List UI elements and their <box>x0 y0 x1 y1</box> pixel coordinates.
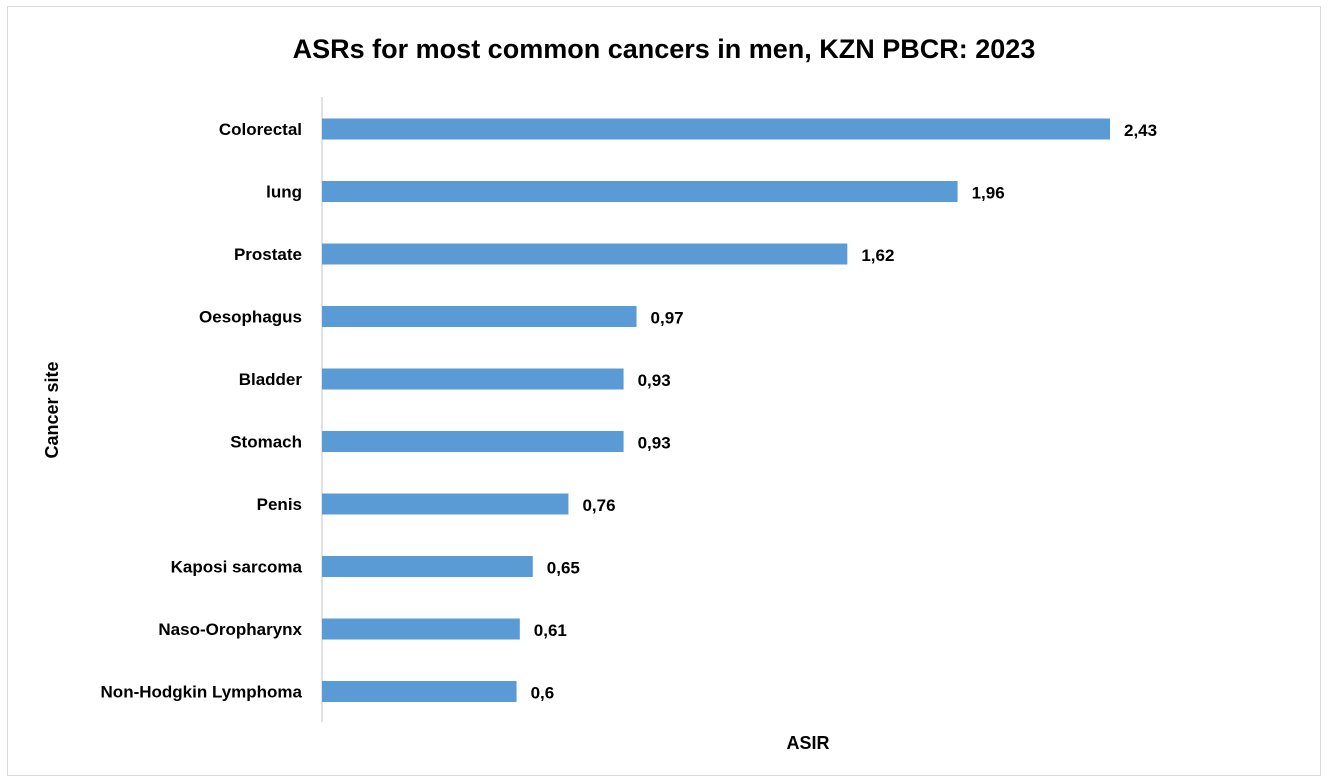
x-axis-title: ASIR <box>786 733 829 753</box>
value-label: 1,96 <box>972 184 1005 203</box>
category-label: lung <box>266 183 302 202</box>
value-label: 1,62 <box>861 246 894 265</box>
bar-bladder <box>322 368 624 390</box>
category-label: Bladder <box>239 370 303 389</box>
bar-lung <box>322 181 958 202</box>
bar-oesophagus <box>322 306 637 327</box>
bar-prostate <box>322 243 848 265</box>
category-label: Oesophagus <box>199 308 302 327</box>
value-label: 0,97 <box>651 309 684 328</box>
chart-title: ASRs for most common cancers in men, KZN… <box>293 34 1036 64</box>
category-label: Non-Hodgkin Lymphoma <box>101 683 303 702</box>
value-label: 0,93 <box>638 371 671 390</box>
category-label: Colorectal <box>219 120 302 139</box>
bar-non-hodgkin-lymphoma <box>322 681 517 702</box>
category-label: Naso-Oropharynx <box>158 620 302 639</box>
value-label: 0,93 <box>638 434 671 453</box>
bars-layer: Colorectal 2,43 lung 1,96 Prostate 1,62 Oesoph… <box>101 118 1157 703</box>
bar-colorectal <box>322 118 1110 140</box>
value-label: 0,65 <box>547 559 580 578</box>
bar-naso-oropharynx <box>322 618 520 640</box>
value-label: 0,61 <box>534 621 567 640</box>
category-label: Penis <box>257 495 302 514</box>
value-label: 0,76 <box>582 496 615 515</box>
value-label: 0,6 <box>531 684 555 703</box>
bar-penis <box>322 493 569 515</box>
bar-stomach <box>322 431 624 452</box>
category-label: Stomach <box>230 433 302 452</box>
bar-kaposi-sarcoma <box>322 556 533 577</box>
category-label: Kaposi sarcoma <box>171 558 303 577</box>
category-label: Prostate <box>234 245 302 264</box>
value-label: 2,43 <box>1124 121 1157 140</box>
y-axis-title: Cancer site <box>42 361 62 458</box>
